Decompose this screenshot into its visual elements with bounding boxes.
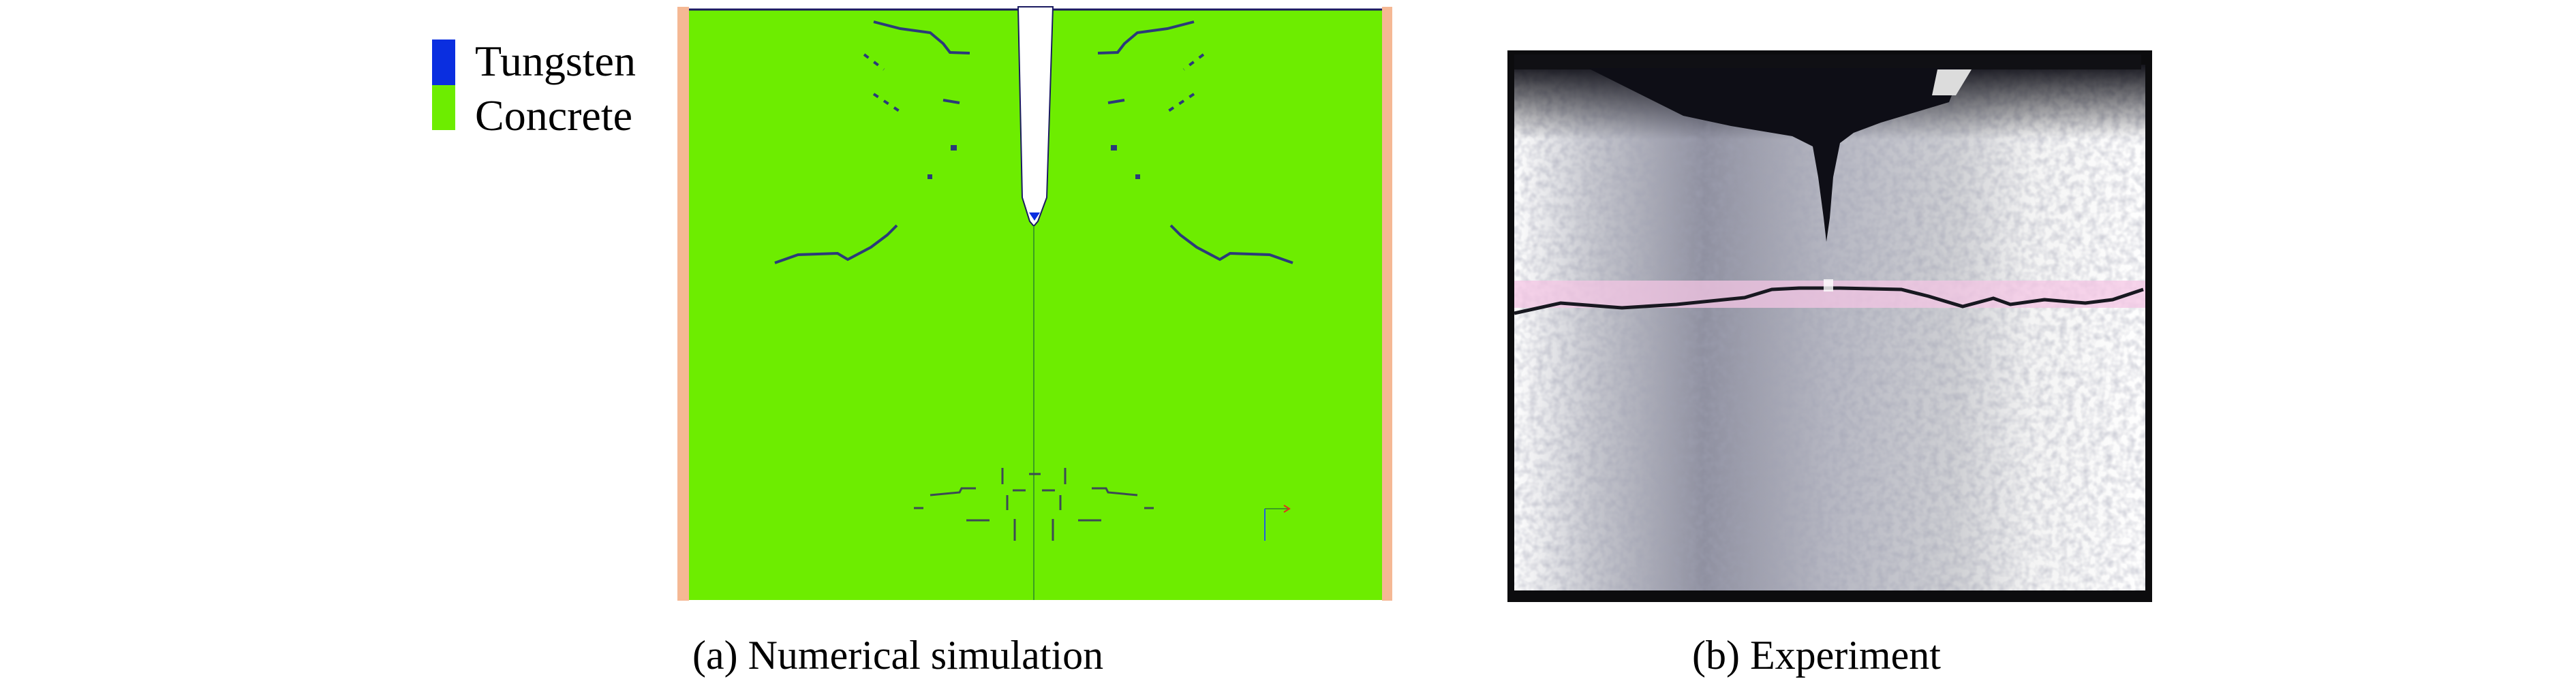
penetration-crater [1588, 68, 1963, 242]
horizontal-crack [1514, 286, 2144, 315]
cracks [774, 20, 1293, 264]
caption-experiment: (b) Experiment [1692, 633, 1941, 678]
legend-label-concrete: Concrete [475, 91, 632, 140]
tungsten-projectile-tip [1029, 212, 1040, 221]
penetration-cavity [1017, 6, 1054, 227]
coordinate-axes-icon [1264, 505, 1291, 541]
left-boundary [677, 7, 689, 601]
legend-label-tungsten: Tungsten [475, 37, 636, 85]
caption-numerical-simulation: (a) Numerical simulation [692, 633, 1104, 678]
experiment-photo [1507, 50, 2152, 602]
legend-swatch-tungsten [432, 40, 455, 85]
bottom-cracks [914, 468, 1154, 541]
simulation-panel [677, 6, 1392, 601]
right-boundary [1382, 7, 1392, 601]
legend-swatch-concrete [432, 85, 455, 130]
